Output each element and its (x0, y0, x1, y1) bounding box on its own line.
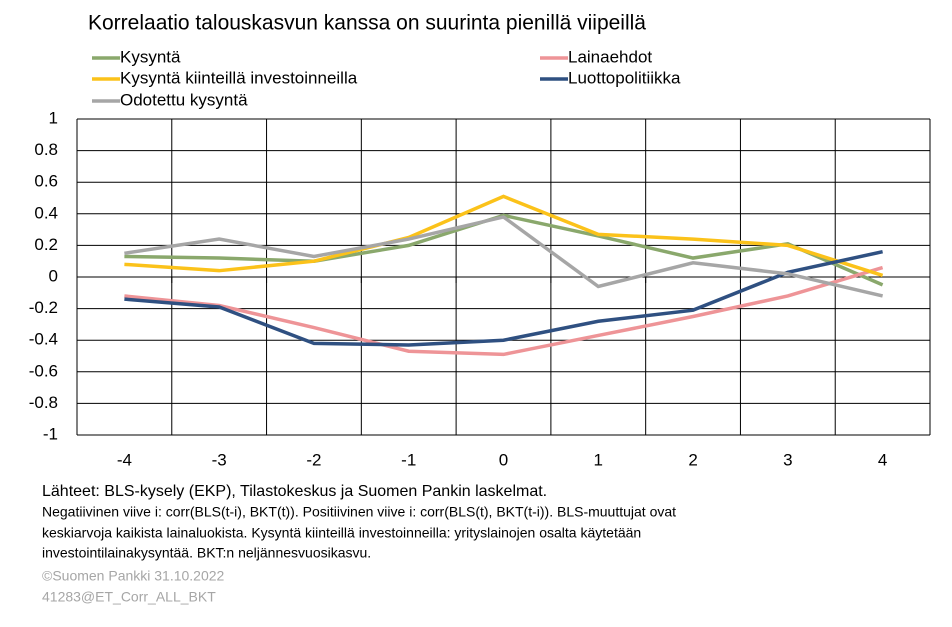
y-tick-label: 0.2 (34, 235, 58, 254)
series-line (124, 265, 884, 357)
y-tick-label: 0.8 (34, 140, 58, 159)
x-tick-label: 2 (688, 450, 697, 469)
legend-label: Kysyntä (120, 47, 181, 66)
x-tick-label: 1 (594, 450, 603, 469)
legend-label: Odotettu kysyntä (120, 90, 248, 109)
x-tick-label: -3 (212, 450, 227, 469)
y-tick-label: -1 (43, 424, 58, 443)
series-line (124, 213, 884, 287)
note: Negatiivinen viive i: corr(BLS(t-i), BKT… (42, 504, 676, 520)
x-tick-label: -1 (401, 450, 416, 469)
note: investointilainakysyntää. BKT:n neljänne… (42, 545, 371, 561)
y-tick-label: -0.6 (29, 361, 58, 380)
y-tick-label: -0.8 (29, 393, 58, 412)
x-tick-label: 0 (499, 450, 508, 469)
chart-title: Korrelaatio talouskasvun kanssa on suuri… (88, 12, 646, 35)
source: Lähteet: BLS-kysely (EKP), Tilastokeskus… (42, 483, 547, 500)
y-tick-label: -0.4 (29, 330, 58, 349)
series-line (124, 250, 883, 347)
y-tick-label: 0.6 (34, 172, 58, 191)
x-tick-label: 4 (878, 450, 887, 469)
y-tick-label: 0 (49, 266, 58, 285)
code: 41283@ET_Corr_ALL_BKT (42, 589, 216, 605)
series-line (124, 194, 884, 278)
x-tick-label: -4 (117, 450, 132, 469)
y-tick-label: -0.2 (29, 298, 58, 317)
legend-label: Lainaehdot (568, 47, 652, 66)
note: keskiarvoja kaikista lainaluokista. Kysy… (42, 525, 641, 541)
x-tick-label: -2 (306, 450, 321, 469)
x-tick-label: 3 (783, 450, 792, 469)
copyright: ©Suomen Pankki 31.10.2022 (42, 568, 225, 584)
legend-label: Luottopolitiikka (568, 68, 681, 87)
y-tick-label: 0.4 (34, 203, 58, 222)
legend-label: Kysyntä kiinteillä investoinneilla (120, 68, 358, 87)
series-line (124, 215, 884, 298)
y-tick-label: 1 (49, 108, 58, 127)
